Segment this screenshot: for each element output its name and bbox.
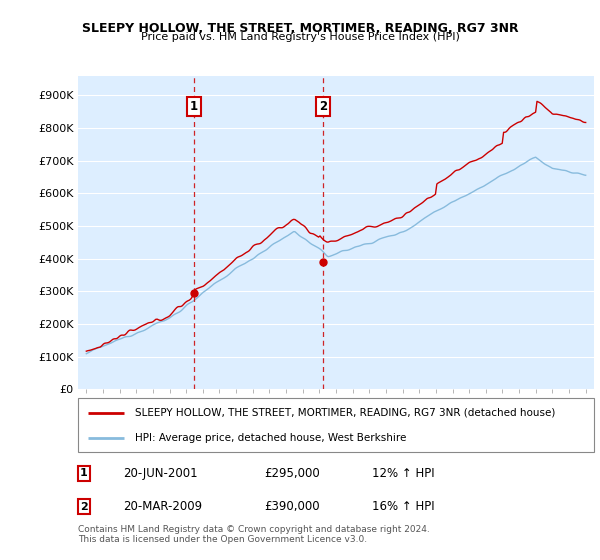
- FancyBboxPatch shape: [78, 398, 594, 452]
- Text: 12% ↑ HPI: 12% ↑ HPI: [372, 466, 434, 480]
- Text: 2: 2: [319, 100, 327, 113]
- Text: 1: 1: [190, 100, 198, 113]
- Text: SLEEPY HOLLOW, THE STREET, MORTIMER, READING, RG7 3NR: SLEEPY HOLLOW, THE STREET, MORTIMER, REA…: [82, 22, 518, 35]
- Text: Price paid vs. HM Land Registry's House Price Index (HPI): Price paid vs. HM Land Registry's House …: [140, 32, 460, 43]
- Text: 20-MAR-2009: 20-MAR-2009: [123, 500, 202, 514]
- Text: 1: 1: [80, 468, 88, 478]
- Text: 16% ↑ HPI: 16% ↑ HPI: [372, 500, 434, 514]
- Text: HPI: Average price, detached house, West Berkshire: HPI: Average price, detached house, West…: [135, 433, 406, 442]
- Text: Contains HM Land Registry data © Crown copyright and database right 2024.
This d: Contains HM Land Registry data © Crown c…: [78, 525, 430, 544]
- Text: 2: 2: [80, 502, 88, 512]
- Text: £390,000: £390,000: [264, 500, 320, 514]
- Text: SLEEPY HOLLOW, THE STREET, MORTIMER, READING, RG7 3NR (detached house): SLEEPY HOLLOW, THE STREET, MORTIMER, REA…: [135, 408, 555, 418]
- Text: 20-JUN-2001: 20-JUN-2001: [123, 466, 197, 480]
- Text: £295,000: £295,000: [264, 466, 320, 480]
